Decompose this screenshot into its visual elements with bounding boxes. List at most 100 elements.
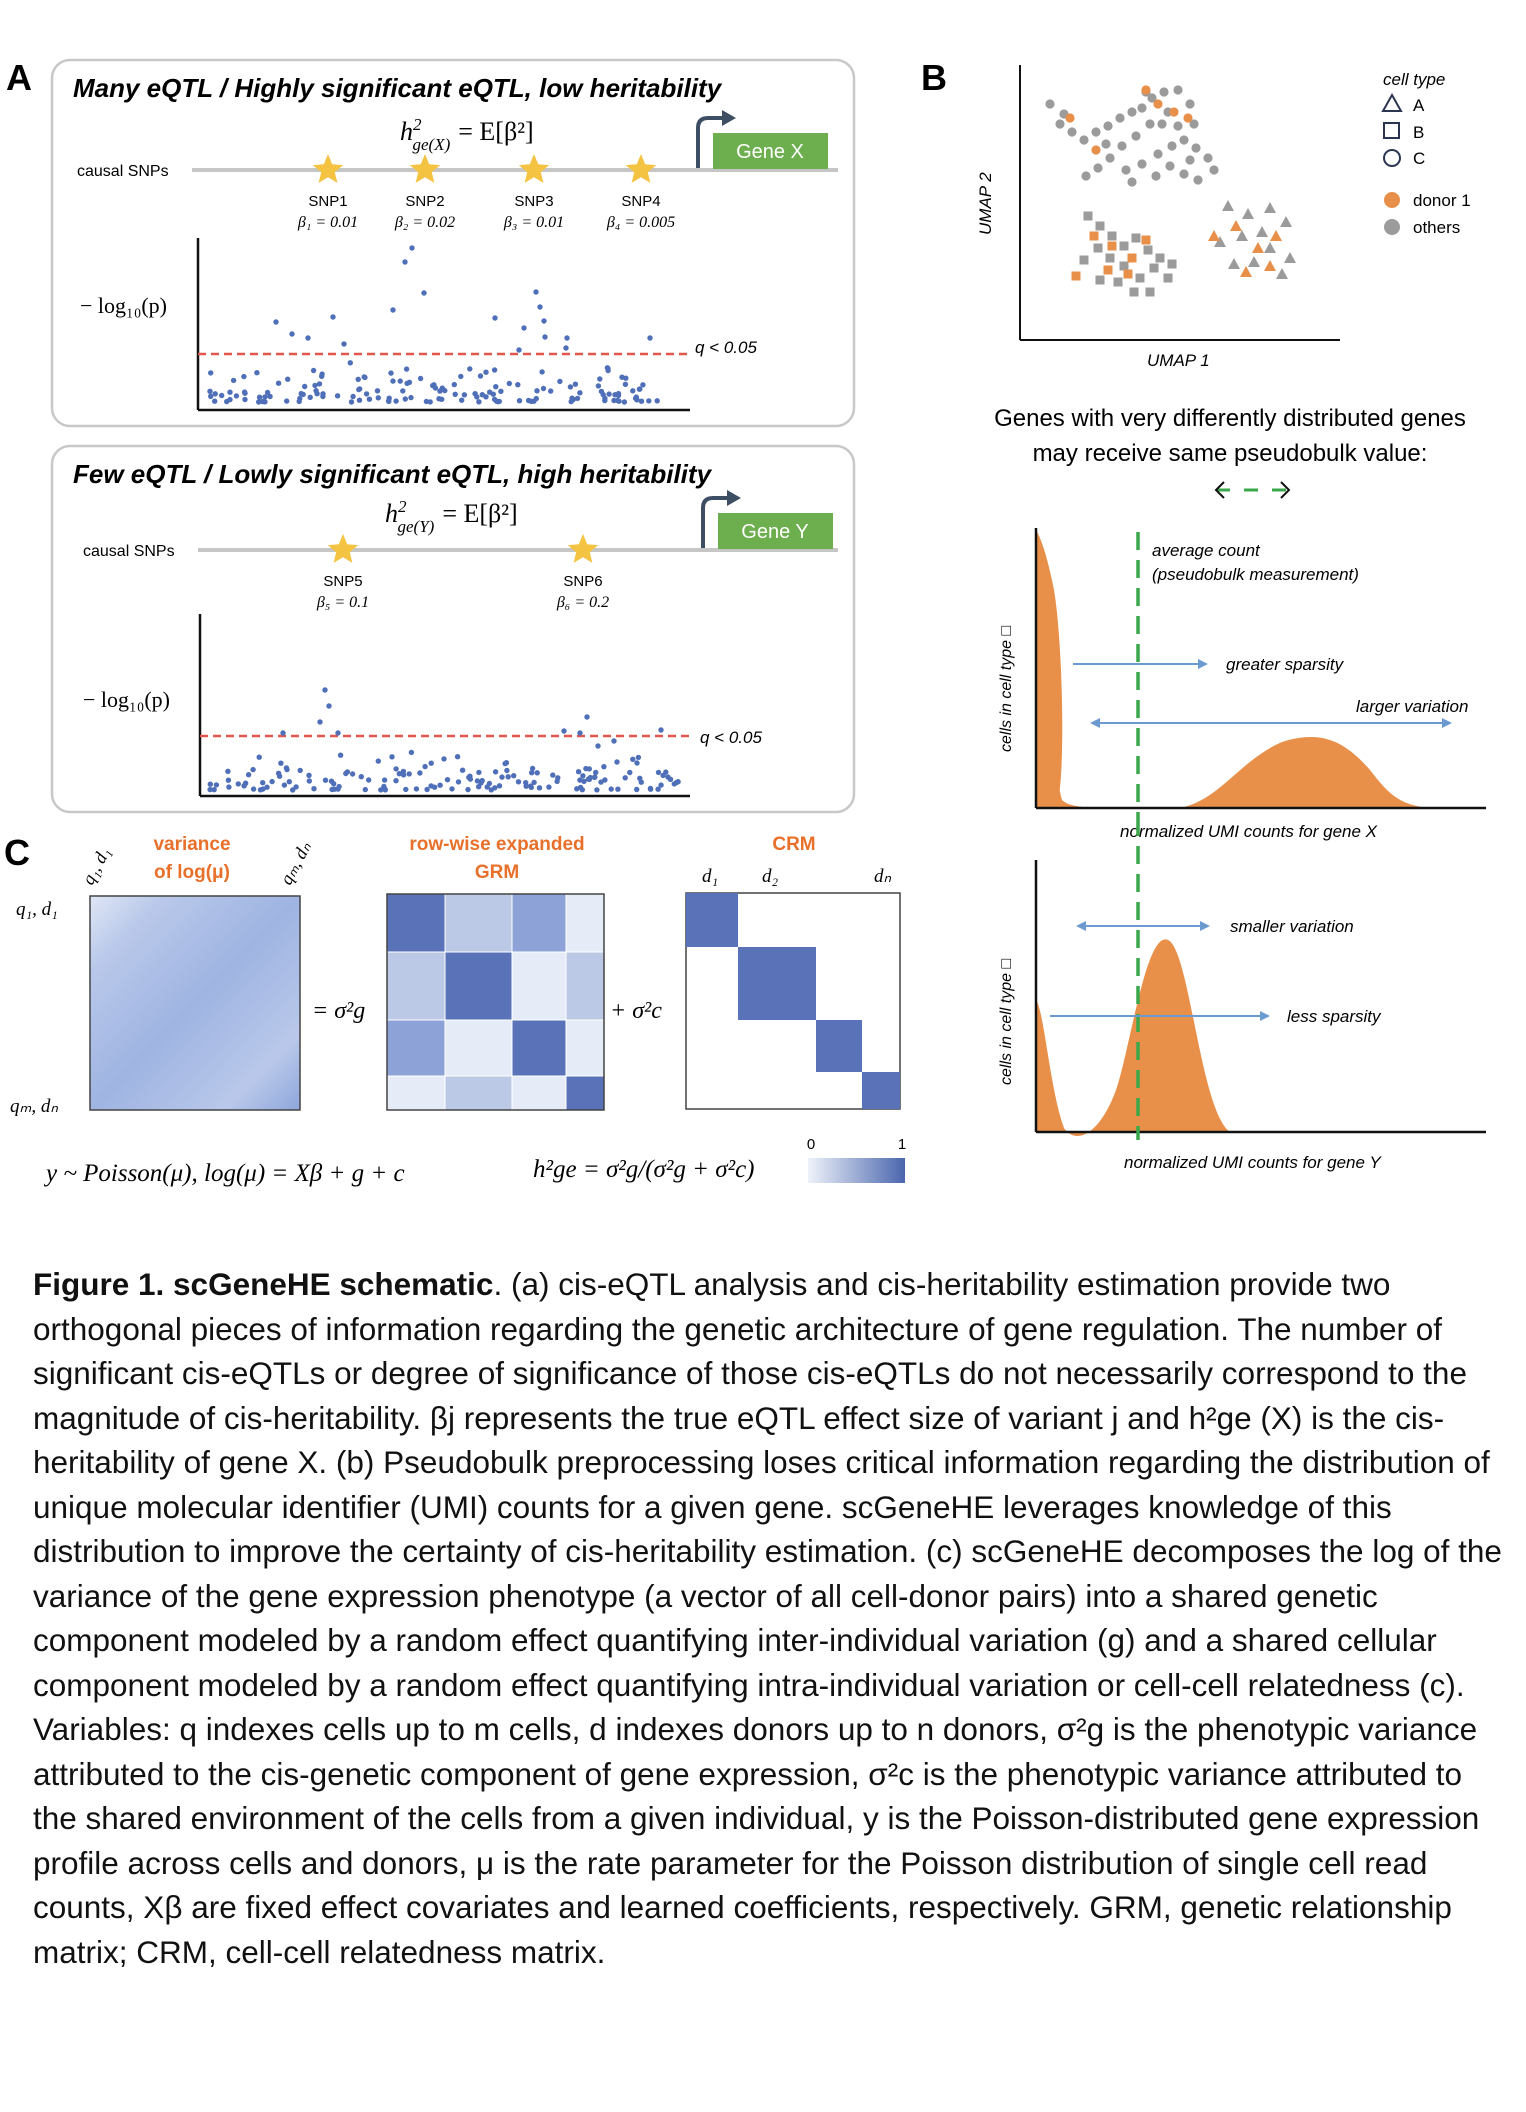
manhattan-point [493, 384, 499, 390]
panel-a-top-box: Many eQTL / Highly significant eQTL, low… [50, 58, 856, 428]
manhattan-point [597, 376, 603, 382]
umap-point-c-donor [1091, 145, 1101, 155]
umap-point-b [1095, 221, 1105, 231]
umap-points [1045, 85, 1296, 297]
manhattan-point [388, 370, 394, 376]
umap-point-c [1185, 99, 1195, 109]
sparsity-label-x: greater sparsity [1226, 655, 1345, 674]
avg-count-label-1: average count [1152, 541, 1261, 560]
umap-point-c [1081, 171, 1091, 181]
threshold-label-top: q < 0.05 [695, 338, 757, 357]
manhattan-point [250, 766, 256, 773]
manhattan-point [256, 394, 263, 400]
manhattan-point [408, 749, 415, 756]
manhattan-point [208, 393, 214, 399]
manhattan-point [564, 335, 570, 341]
umap-point-c [1185, 155, 1195, 165]
tss-arrow-top [696, 116, 724, 168]
panel-b-heading-line2: may receive same pseudobulk value: [1033, 440, 1428, 467]
umap-point-b [1105, 253, 1115, 263]
manhattan-point [262, 399, 268, 405]
manhattan-point [516, 398, 523, 404]
umap-point-c [1157, 119, 1167, 129]
manhattan-point [563, 345, 569, 351]
umap-point-b-donor [1089, 231, 1099, 241]
manhattan-point [403, 786, 409, 793]
manhattan-point [614, 397, 621, 404]
umap-point-c-donor [1141, 85, 1151, 95]
manhattan-point [515, 382, 521, 388]
umap-ylabel: UMAP 2 [976, 172, 995, 235]
manhattan-point [595, 383, 602, 389]
grm-cell [386, 951, 446, 1021]
grm-cell [444, 893, 513, 953]
grm-cell [565, 893, 605, 953]
umap-point-b [1083, 211, 1093, 221]
model-equation: y ~ Poisson(μ), log(μ) = Xβ + g + c [43, 1160, 405, 1187]
snp-beta: β₁ = 0.01 [297, 214, 358, 231]
manhattan-point [423, 398, 430, 405]
umap-point-c [1179, 169, 1189, 179]
manhattan-top-ylabel: − log₁₀(p) [80, 293, 167, 318]
manhattan-point [541, 318, 547, 324]
manhattan-point [634, 786, 640, 793]
grm-cell [565, 951, 605, 1021]
manhattan-point [286, 779, 292, 785]
manhattan-point [580, 773, 586, 779]
manhattan-point [422, 763, 428, 770]
manhattan-point [646, 398, 652, 404]
manhattan-point [529, 770, 535, 776]
crm-matrix [685, 892, 901, 1110]
manhattan-point [496, 398, 502, 405]
caption-text: (a) cis-eQTL analysis and cis-heritabili… [33, 1266, 1502, 1970]
manhattan-point [506, 380, 512, 387]
dist-x-xlabel: normalized UMI counts for gene X [1120, 822, 1378, 841]
manhattan-point [254, 370, 260, 376]
caption-period: . [493, 1266, 511, 1302]
caption-lead: Figure 1. scGeneHE schematic [33, 1266, 494, 1302]
manhattan-point [329, 786, 335, 793]
grm-cell [444, 1019, 513, 1077]
manhattan-point [574, 395, 581, 402]
manhattan-point [319, 371, 325, 377]
manhattan-point [226, 784, 232, 790]
manhattan-point [402, 259, 408, 265]
figure-1-schematic: A Many eQTL / Highly significant eQTL, l… [4, 57, 1486, 1187]
manhattan-point [623, 375, 629, 381]
m3-col-d1: d₁ [702, 866, 718, 887]
manhattan-point [343, 770, 349, 777]
manhattan-point [637, 386, 643, 392]
manhattan-point [393, 766, 399, 772]
manhattan-point [550, 772, 556, 778]
manhattan-point [536, 785, 543, 791]
grm-cell [444, 951, 513, 1021]
manhattan-point [640, 382, 646, 388]
colorbar-min-label: 0 [807, 1136, 815, 1153]
manhattan-point [366, 396, 373, 402]
causal-snps-label-bottom: causal SNPs [83, 543, 175, 560]
manhattan-point [627, 769, 633, 776]
manhattan-point [381, 777, 388, 783]
umap-point-b [1093, 243, 1103, 253]
manhattan-point [306, 778, 312, 784]
manhattan-point [531, 398, 537, 404]
manhattan-point [208, 370, 214, 376]
manhattan-point [322, 777, 329, 783]
manhattan-point [454, 754, 461, 760]
umap-point-b [1119, 241, 1129, 251]
manhattan-point [483, 369, 489, 375]
umap-point-c [1147, 93, 1157, 103]
manhattan-point [256, 399, 262, 405]
m1-top-left-label: q₁, d₁ [78, 844, 114, 888]
manhattan-point [529, 765, 536, 772]
manhattan-point [219, 392, 225, 399]
variation-label-y: smaller variation [1230, 917, 1354, 936]
manhattan-point [341, 341, 347, 347]
manhattan-point [491, 367, 498, 373]
variation-label-x: larger variation [1356, 697, 1468, 716]
tss-arrow-bottom [701, 496, 729, 548]
umap-point-b-donor [1127, 253, 1137, 263]
causal-snps-label-top: causal SNPs [77, 163, 169, 180]
umap-point-c [1153, 149, 1163, 159]
manhattan-point [297, 767, 303, 774]
